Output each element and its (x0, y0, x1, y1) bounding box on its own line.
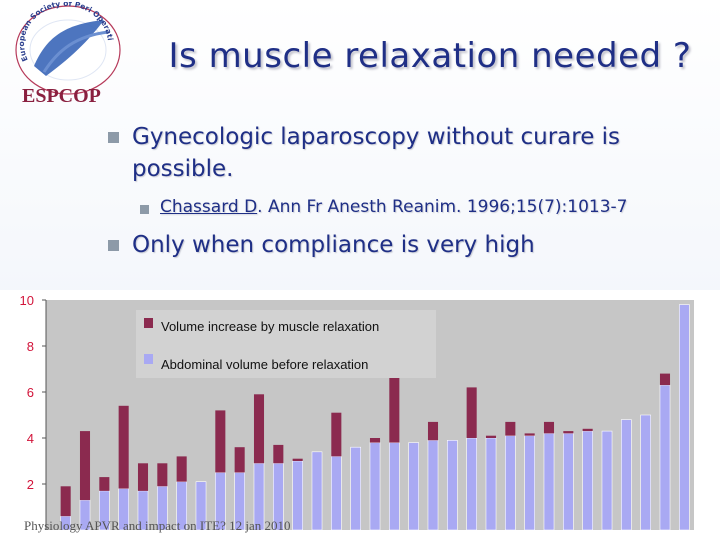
bar-increase-by-relaxation (505, 421, 516, 436)
slide-footer: Physiology APVR and impact on ITE? 12 ja… (24, 518, 291, 533)
bar-before-relaxation (505, 435, 516, 531)
bar-increase-by-relaxation (466, 387, 477, 438)
bar-increase-by-relaxation (427, 421, 439, 441)
espcop-logo: European Society of Peri Operative Care … (6, 2, 121, 106)
bar-increase-by-relaxation (234, 447, 245, 473)
bar-before-relaxation (582, 430, 593, 531)
bar-before-relaxation (311, 451, 323, 531)
bar-before-relaxation (389, 442, 400, 531)
bar-increase-by-relaxation (524, 433, 535, 436)
bar-increase-by-relaxation (137, 463, 149, 491)
bar-before-relaxation (447, 440, 458, 531)
bar-increase-by-relaxation (369, 438, 381, 443)
y-tick-label: 8 (27, 339, 34, 354)
y-tick-label: 2 (27, 477, 34, 492)
bar-increase-by-relaxation (157, 463, 168, 487)
bar-increase-by-relaxation (543, 421, 555, 434)
bar-before-relaxation (292, 460, 303, 531)
slide-title: Is muscle relaxation needed ? (168, 36, 692, 76)
bar-before-relaxation (427, 440, 439, 531)
bar-increase-by-relaxation (60, 486, 71, 517)
bar-before-relaxation (60, 515, 71, 531)
bar-increase-by-relaxation (582, 428, 593, 432)
bar-before-relaxation (640, 414, 651, 531)
bar-increase-by-relaxation (79, 431, 91, 501)
bar-before-relaxation (679, 304, 690, 531)
bar-before-relaxation (485, 437, 497, 531)
bar-before-relaxation (369, 442, 381, 531)
bar-before-relaxation (350, 446, 361, 531)
y-tick-label: 4 (27, 431, 34, 446)
bar-before-relaxation (408, 442, 419, 531)
bar-increase-by-relaxation (253, 394, 265, 464)
bar-before-relaxation (621, 419, 632, 531)
bar-before-relaxation (176, 481, 187, 531)
bullet-text: Only when compliance is very high (132, 232, 535, 258)
bar-increase-by-relaxation (118, 405, 129, 489)
reference-author-link[interactable]: Chassard D (160, 197, 258, 217)
bar-increase-by-relaxation (389, 350, 400, 443)
y-tick-label: 6 (27, 385, 34, 400)
bullet-square-icon (108, 240, 119, 251)
stacked-bar-chart: 10 8 6 4 2 Volume increase by muscle relaxati… (20, 293, 694, 531)
bar-increase-by-relaxation (215, 410, 226, 473)
legend-label-before: Abdominal volume before relaxation (161, 357, 368, 372)
bar-increase-by-relaxation (485, 435, 497, 438)
bar-increase-by-relaxation (99, 477, 110, 491)
legend-swatch-before (144, 354, 153, 364)
bar-increase-by-relaxation (273, 444, 284, 464)
bullet-text: Gynecologic laparoscopy without curare i… (132, 124, 621, 182)
reference-citation: Chassard D. Ann Fr Anesth Reanim. 1996;1… (160, 197, 628, 217)
bar-before-relaxation (601, 430, 613, 531)
bar-before-relaxation (543, 433, 555, 531)
reference-details: . Ann Fr Anesth Reanim. 1996;15(7):1013-… (257, 197, 628, 217)
sub-bullet-square-icon (140, 205, 149, 214)
legend-label-increase: Volume increase by muscle relaxation (161, 319, 379, 334)
bar-increase-by-relaxation (331, 412, 342, 457)
bar-before-relaxation (331, 456, 342, 531)
chart-panel: 10 8 6 4 2 Volume increase by muscle relaxati… (0, 290, 720, 540)
y-tick-label: 10 (20, 293, 34, 308)
bar-before-relaxation (659, 384, 671, 531)
legend-panel (136, 310, 436, 378)
bullet-square-icon (108, 132, 119, 143)
bar-before-relaxation (466, 437, 477, 531)
bar-increase-by-relaxation (176, 456, 187, 482)
bar-increase-by-relaxation (292, 458, 303, 461)
logo-abbreviation: ESPCOP (22, 85, 101, 106)
legend-swatch-increase (144, 318, 153, 328)
bar-before-relaxation (524, 435, 535, 531)
bar-increase-by-relaxation (659, 373, 671, 386)
bar-increase-by-relaxation (563, 431, 574, 434)
bar-before-relaxation (195, 481, 207, 531)
bar-before-relaxation (273, 463, 284, 531)
bar-before-relaxation (563, 433, 574, 531)
